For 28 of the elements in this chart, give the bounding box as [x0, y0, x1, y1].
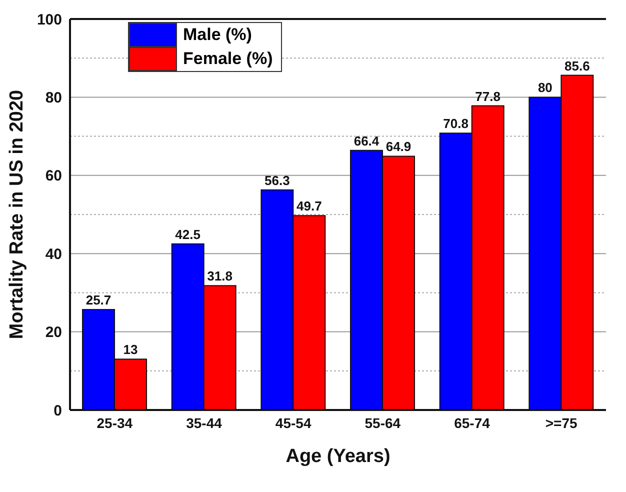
y-tick-label: 20	[45, 324, 62, 342]
y-axis-title: Mortality Rate in US in 2020	[6, 90, 28, 340]
legend-label: Male (%)	[183, 25, 253, 45]
x-axis-title: Age (Years)	[286, 446, 390, 467]
x-tick-label: 35-44	[186, 414, 222, 431]
x-tick-label: 25-34	[96, 414, 133, 431]
data-label: 13	[123, 342, 138, 358]
x-tick-label: >=75	[545, 414, 578, 431]
data-label: 49.7	[296, 198, 322, 214]
y-tick-label: 60	[45, 168, 62, 185]
data-label: 80	[538, 80, 552, 96]
legend-label: Female (%)	[183, 49, 274, 69]
x-tick-label: 45-54	[275, 414, 312, 431]
x-tick-label: 55-64	[364, 414, 401, 431]
y-tick-label: 80	[45, 90, 62, 107]
data-label: 64.9	[386, 139, 412, 154]
data-label: 66.4	[354, 133, 380, 148]
data-label: 85.6	[564, 58, 590, 74]
y-tick-label: 0	[54, 402, 62, 420]
data-label: 25.7	[86, 292, 112, 308]
y-tick-label: 100	[36, 11, 62, 28]
x-tick-label: 65-74	[454, 414, 490, 431]
data-label: 31.8	[207, 268, 232, 284]
y-tick-label: 40	[45, 246, 62, 263]
data-label: 77.8	[475, 88, 500, 104]
data-label: 42.5	[175, 226, 200, 242]
data-label: 70.8	[443, 116, 468, 132]
data-label: 56.3	[264, 172, 290, 188]
